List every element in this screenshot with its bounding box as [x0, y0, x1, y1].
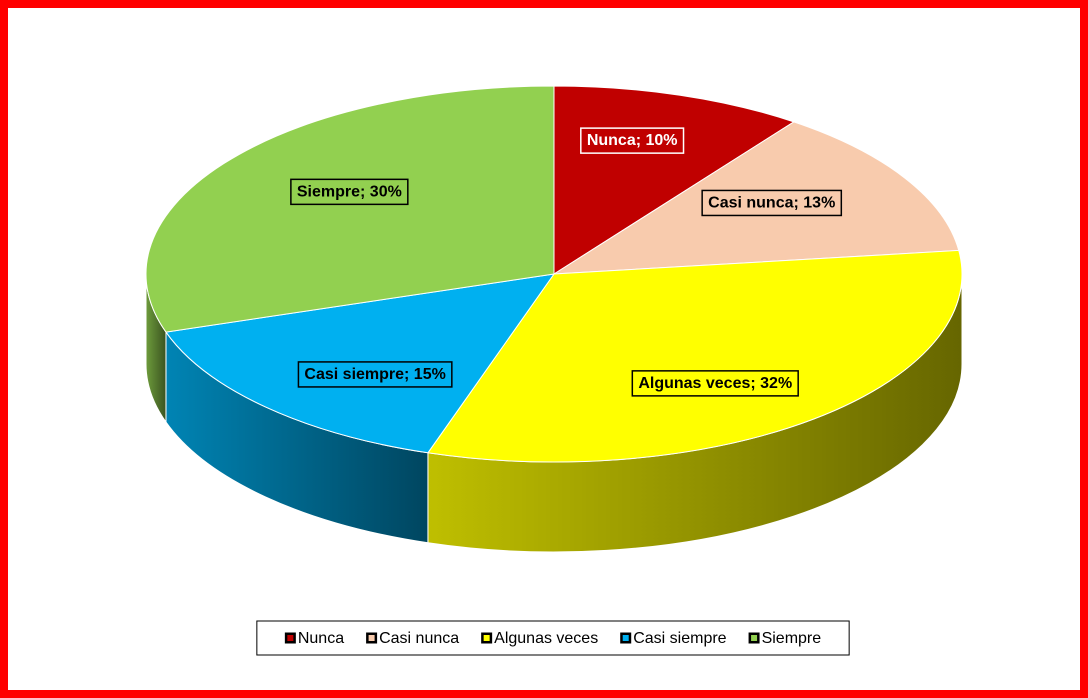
- slice-top: [145, 85, 555, 333]
- legend-swatch-fill: [483, 635, 490, 641]
- legend-swatch-fill: [622, 635, 629, 641]
- data-label-box: [290, 178, 409, 206]
- legend-label: Casi nunca: [379, 630, 459, 647]
- data-label-box: [631, 370, 799, 397]
- legend-swatch-fill: [368, 635, 375, 641]
- legend-label: Siempre: [762, 630, 822, 647]
- legend-label: Nunca: [298, 630, 344, 647]
- data-label: Siempre; 30%: [297, 183, 402, 200]
- data-label-box: [701, 189, 843, 217]
- data-label-box: [297, 361, 453, 388]
- data-label: Nunca; 10%: [587, 132, 678, 149]
- data-label-box: [580, 127, 685, 154]
- legend-label: Algunas veces: [494, 630, 598, 647]
- data-label: Casi nunca; 13%: [708, 194, 835, 211]
- data-label: Casi siempre; 15%: [304, 366, 445, 383]
- legend-swatch-fill: [287, 635, 294, 641]
- data-label: Algunas veces; 32%: [638, 375, 792, 392]
- legend-swatch-fill: [751, 635, 758, 641]
- legend-label: Casi siempre: [633, 630, 726, 647]
- slice-top: [427, 249, 963, 463]
- slice: [145, 85, 555, 424]
